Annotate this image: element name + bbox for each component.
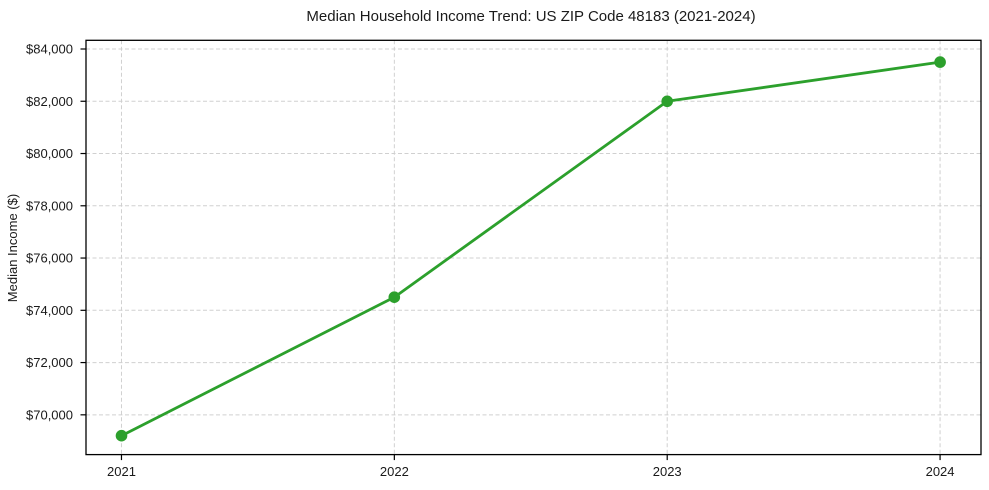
y-tick-label: $82,000 xyxy=(26,94,73,109)
y-tick-label: $78,000 xyxy=(26,198,73,213)
x-tick-label: 2021 xyxy=(107,464,136,479)
income-trend-series xyxy=(115,56,946,442)
x-tick-label: 2023 xyxy=(653,464,682,479)
chart-title: Median Household Income Trend: US ZIP Co… xyxy=(306,8,755,25)
x-tick-label: 2022 xyxy=(380,464,409,479)
x-tick-label: 2024 xyxy=(926,464,955,479)
grid-lines xyxy=(86,40,981,455)
y-tick-label: $80,000 xyxy=(26,146,73,161)
axis-tick-marks xyxy=(80,48,941,461)
y-tick-label: $76,000 xyxy=(26,251,73,266)
data-point-marker xyxy=(388,291,401,304)
y-tick-label: $84,000 xyxy=(26,42,73,57)
axis-tick-labels: $70,000 $72,000 $74,000 $76,000 $78,000 $80,0… xyxy=(26,42,955,480)
data-point-marker xyxy=(115,429,128,442)
y-tick-label: $74,000 xyxy=(26,303,73,318)
data-point-marker xyxy=(934,56,946,68)
plot-border xyxy=(85,39,982,456)
y-tick-label: $70,000 xyxy=(26,407,73,422)
data-point-marker xyxy=(661,95,673,108)
y-axis-label: Median Income ($) xyxy=(5,194,20,302)
y-tick-label: $72,000 xyxy=(26,355,73,370)
trend-line xyxy=(120,60,942,438)
